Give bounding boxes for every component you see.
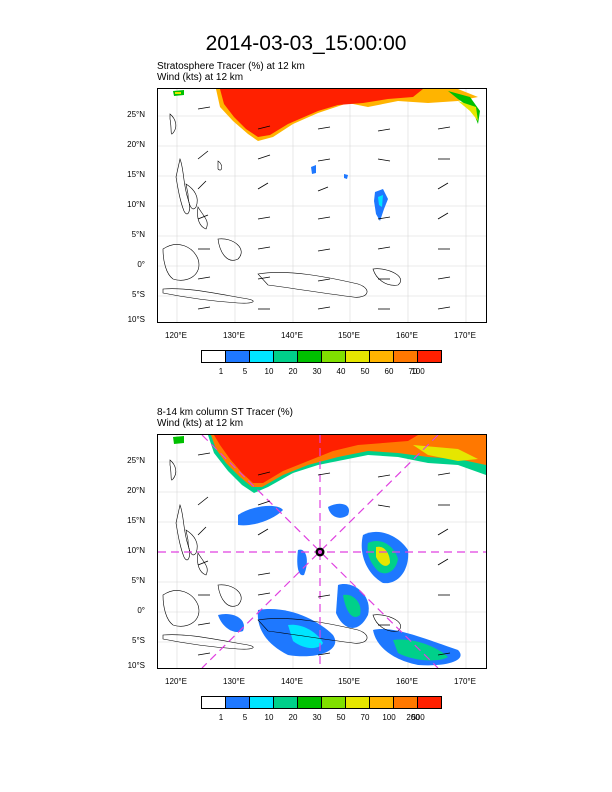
panel1-colorbar-box <box>346 351 370 362</box>
panel2-colorbar-box <box>226 697 250 708</box>
panel2-center-marker <box>315 547 325 557</box>
panel2-lat-label: 20°N <box>127 486 145 495</box>
panel2-colorbar-label: 1 <box>218 713 224 722</box>
panel2-colorbar-label: 10 <box>264 713 274 722</box>
panel2-colorbar-label: 200 <box>406 713 420 722</box>
panel2-colorbar-box <box>322 697 346 708</box>
panel2-colorbar-label: 500 <box>411 713 425 722</box>
panel2-tracer-field <box>173 435 486 666</box>
panel1-title-line1: Stratosphere Tracer (%) at 12 km <box>157 61 305 72</box>
panel1-colorbar-box <box>418 351 442 362</box>
panel2-colorbar-box <box>202 697 226 708</box>
panel2-lat-label: 10°S <box>127 661 145 670</box>
panel2-colorbar-box <box>298 697 322 708</box>
panel1-lon-label: 160°E <box>396 331 418 340</box>
panel2-lon-label: 140°E <box>281 677 303 686</box>
panel1-colorbar-label: 60 <box>384 367 394 376</box>
panel1-colorbar-label: 70 <box>408 367 418 376</box>
panel1-colorbar-label: 5 <box>242 367 248 376</box>
panel1-map-svg <box>158 89 486 322</box>
panel2-map <box>157 434 487 669</box>
panel1-colorbar-label: 1 <box>218 367 224 376</box>
panel1-colorbar-box <box>202 351 226 362</box>
panel1-colorbar-box <box>298 351 322 362</box>
panel1-lat-label: 10°N <box>127 200 145 209</box>
panel1-lon-label: 170°E <box>454 331 476 340</box>
panel2-lat-label: 25°N <box>127 456 145 465</box>
panel1-colorbar-box <box>322 351 346 362</box>
panel1-tracer-field <box>173 89 480 221</box>
panel1-colorbar-box <box>274 351 298 362</box>
panel1-lat-label: 15°N <box>127 170 145 179</box>
panel1-lat-label: 25°N <box>127 110 145 119</box>
panel2-lon-label: 120°E <box>165 677 187 686</box>
panel2-colorbar-label: 70 <box>360 713 370 722</box>
panel1-colorbar-label: 20 <box>288 367 298 376</box>
panel1-lon-label: 140°E <box>281 331 303 340</box>
panel1-wind-barbs <box>197 106 451 310</box>
panel1-colorbar-box <box>226 351 250 362</box>
panel2-lat-label: 5°N <box>131 576 145 585</box>
panel2-colorbar-label: 100 <box>382 713 396 722</box>
panel2-lon-label: 160°E <box>396 677 418 686</box>
panel1-lat-label: 20°N <box>127 140 145 149</box>
panel1-title-line2: Wind (kts) at 12 km <box>157 72 244 83</box>
panel1-lon-label: 130°E <box>223 331 245 340</box>
panel2-lat-label: 0° <box>137 606 145 615</box>
panel2-lon-label: 150°E <box>338 677 360 686</box>
panel1-colorbar <box>201 350 442 363</box>
panel2-lon-label: 130°E <box>223 677 245 686</box>
panel2-title-line1: 8-14 km column ST Tracer (%) <box>157 407 293 418</box>
panel1-colorbar-label: 30 <box>312 367 322 376</box>
panel2-crosshair-lines <box>158 435 486 668</box>
panel1-colorbar-box <box>250 351 274 362</box>
panel1-colorbar-box <box>394 351 418 362</box>
panel2-colorbar-label: 50 <box>336 713 346 722</box>
panel2-lat-label: 5°S <box>132 636 145 645</box>
panel2-colorbar-label: 5 <box>242 713 248 722</box>
panel2-colorbar-box <box>250 697 274 708</box>
panel1-colorbar-label: 100 <box>411 367 425 376</box>
panel2-colorbar-box <box>370 697 394 708</box>
page-title: 2014-03-03_15:00:00 <box>205 32 407 55</box>
panel1-lat-label: 10°S <box>127 315 145 324</box>
panel1-coastlines <box>162 113 401 304</box>
panel1-colorbar-label: 40 <box>336 367 346 376</box>
panel2-colorbar-box <box>274 697 298 708</box>
panel1-lat-label: 5°N <box>131 230 145 239</box>
panel1-lon-label: 150°E <box>338 331 360 340</box>
panel2-lat-label: 15°N <box>127 516 145 525</box>
panel1-lon-label: 120°E <box>165 331 187 340</box>
panel2-colorbar-box <box>346 697 370 708</box>
panel1-lat-label: 0° <box>137 260 145 269</box>
panel2-colorbar-box <box>394 697 418 708</box>
panel1-colorbar-label: 50 <box>360 367 370 376</box>
panel1-map <box>157 88 487 323</box>
panel1-colorbar-box <box>370 351 394 362</box>
panel2-colorbar-label: 20 <box>288 713 298 722</box>
panel2-wind-barbs <box>197 452 451 656</box>
panel2-lon-label: 170°E <box>454 677 476 686</box>
panel2-lat-label: 10°N <box>127 546 145 555</box>
panel2-colorbar <box>201 696 442 709</box>
panel2-colorbar-box <box>418 697 442 708</box>
panel1-lat-label: 5°S <box>132 290 145 299</box>
panel1-colorbar-label: 10 <box>264 367 274 376</box>
panel2-colorbar-label: 30 <box>312 713 322 722</box>
panel2-title-line2: Wind (kts) at 12 km <box>157 418 244 429</box>
panel1-gridlines <box>158 89 486 322</box>
panel2-map-svg <box>158 435 486 668</box>
